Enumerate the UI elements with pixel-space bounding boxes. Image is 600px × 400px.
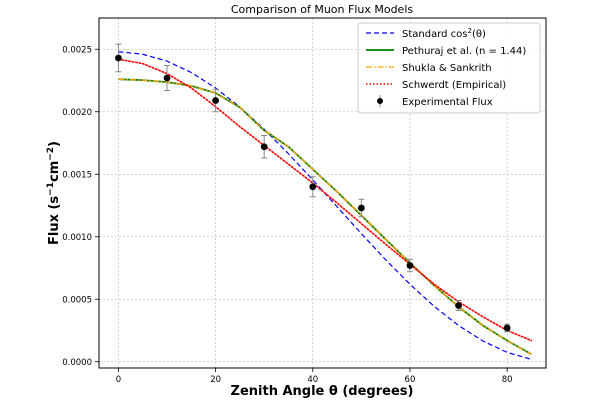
x-tick-label: 40	[307, 375, 318, 385]
x-tick-label: 60	[405, 375, 416, 385]
y-tick-label: 0.0020	[62, 108, 92, 118]
legend-box	[357, 22, 541, 114]
y-tick-label: 0.0025	[62, 45, 92, 55]
x-tick-label: 20	[210, 375, 221, 385]
experimental-point	[260, 143, 268, 151]
legend-standard-prefix: Standard cos	[402, 29, 468, 40]
x-tick-label: 80	[502, 375, 513, 385]
plot-area-frame	[98, 17, 547, 369]
x-axis-label: Zenith Angle θ (degrees)	[231, 384, 414, 399]
experimental-point	[163, 74, 171, 82]
y-axis-label: Flux (s−1cm−2)	[46, 141, 62, 245]
experimental-point	[406, 262, 414, 269]
legend-label-experimental: Experimental Flux	[402, 97, 493, 108]
y-axis-label-exponent-2: −2	[46, 147, 56, 161]
experimental-point	[212, 97, 220, 104]
legend-label-shukla: Shukla & Sankrith	[402, 63, 492, 74]
experimental-point	[309, 183, 317, 191]
legend-label-pethuraj: Pethuraj et al. (n = 1.44)	[402, 46, 526, 57]
experimental-point	[455, 302, 462, 309]
legend-label-standard: Standard cos2(θ)	[402, 27, 486, 40]
chart-title: Comparison of Muon Flux Models	[231, 3, 414, 16]
y-tick-label: 0.0010	[62, 233, 92, 243]
x-axis-ticks: 0 20 40 60 80	[116, 368, 513, 385]
y-axis-ticks: 0.0000 0.0005 0.0010 0.0015 0.0020 0.0025	[62, 45, 99, 368]
y-axis-label-end: )	[47, 141, 62, 147]
series-group	[117, 51, 533, 360]
experimental-point	[357, 204, 365, 212]
legend: Standard cos2(θ) Pethuraj et al. (n = 1.…	[357, 22, 541, 114]
y-axis-label-main: Flux (s	[47, 196, 62, 245]
legend-standard-sup: 2	[468, 27, 472, 35]
y-tick-label: 0.0005	[62, 295, 92, 305]
series-schwerdt	[117, 58, 533, 342]
y-tick-label: 0.0000	[62, 358, 92, 368]
x-tick-label: 0	[116, 375, 121, 385]
legend-swatch-experimental	[377, 98, 383, 104]
y-axis-label-exponent-1: −1	[46, 182, 56, 196]
legend-standard-suffix: (θ)	[472, 29, 486, 40]
y-axis-label-mid: cm	[47, 161, 62, 182]
experimental-point	[503, 324, 511, 332]
experimental-point	[115, 54, 122, 62]
y-tick-label: 0.0015	[62, 170, 92, 180]
experimental-points	[115, 43, 511, 333]
legend-label-schwerdt: Schwerdt (Empirical)	[402, 80, 506, 91]
